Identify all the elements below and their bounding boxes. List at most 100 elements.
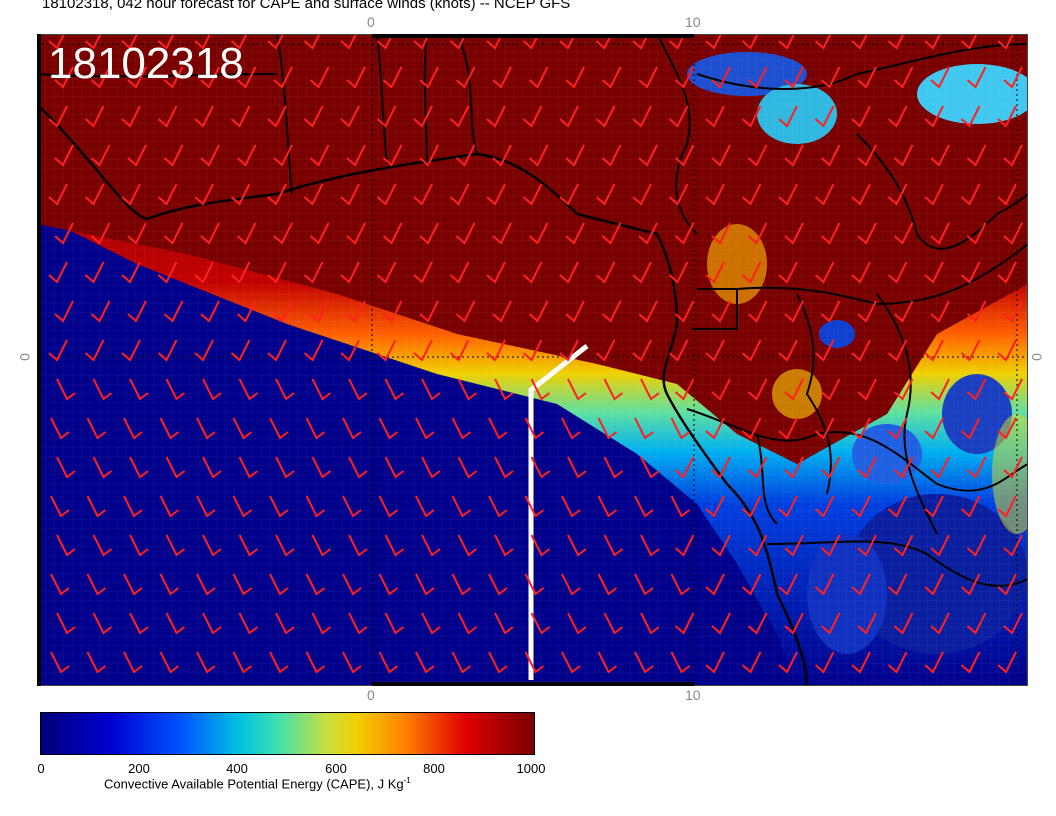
wind-barb bbox=[269, 573, 289, 596]
wind-barb bbox=[275, 456, 295, 479]
wind-barb bbox=[86, 417, 107, 440]
wind-barb bbox=[165, 534, 186, 557]
wind-barb bbox=[784, 144, 804, 167]
wind-barb bbox=[960, 339, 981, 362]
wind-barb bbox=[814, 339, 835, 362]
wind-barb bbox=[232, 573, 253, 596]
wind-barb bbox=[601, 66, 622, 89]
wind-barb bbox=[163, 300, 184, 323]
wind-barb bbox=[54, 144, 74, 167]
wind-barb bbox=[157, 339, 178, 362]
wind-barb bbox=[273, 300, 293, 323]
wind-barb bbox=[711, 66, 731, 89]
wind-barb bbox=[1003, 300, 1023, 323]
wind-barb bbox=[348, 612, 368, 635]
wind-barb bbox=[705, 183, 725, 206]
wind-barb bbox=[273, 66, 293, 89]
wind-barb bbox=[603, 534, 624, 557]
wind-barb bbox=[634, 573, 654, 596]
wind-barb bbox=[966, 66, 987, 89]
wind-barb bbox=[741, 573, 762, 596]
wind-barb bbox=[232, 651, 253, 674]
wind-barb bbox=[415, 651, 435, 674]
wind-barb bbox=[820, 378, 841, 401]
wind-barb bbox=[84, 261, 105, 284]
wind-barb bbox=[56, 534, 76, 557]
wind-barb bbox=[567, 456, 587, 479]
wind-barb bbox=[960, 261, 981, 284]
wind-barb bbox=[378, 651, 399, 674]
left-tick-0: 0 bbox=[16, 353, 33, 361]
wind-barb bbox=[747, 378, 768, 401]
wind-barb bbox=[747, 222, 768, 245]
wind-barb bbox=[674, 378, 695, 401]
wind-barb bbox=[236, 300, 257, 323]
wind-barb bbox=[930, 300, 950, 323]
wind-barb bbox=[163, 66, 184, 89]
bottom-tick-0: 0 bbox=[367, 687, 375, 703]
wind-barb bbox=[565, 66, 585, 89]
wind-barb bbox=[924, 105, 944, 128]
wind-barb bbox=[814, 417, 835, 440]
wind-barb bbox=[634, 495, 654, 518]
wind-barb bbox=[92, 612, 113, 635]
wind-barb bbox=[668, 339, 689, 362]
wind-barb bbox=[419, 66, 439, 89]
wind-barb bbox=[674, 222, 695, 245]
wind-barb bbox=[567, 378, 587, 401]
wind-barb bbox=[451, 651, 472, 674]
wind-barb bbox=[1003, 378, 1023, 401]
wind-barb bbox=[342, 651, 362, 674]
wind-barb bbox=[121, 339, 141, 362]
wind-barb bbox=[159, 495, 180, 518]
wind-barb bbox=[275, 534, 295, 557]
wind-barb bbox=[601, 222, 622, 245]
wind-barb bbox=[311, 612, 332, 635]
wind-barb bbox=[238, 378, 259, 401]
top-tick-0: 0 bbox=[367, 14, 375, 30]
wind-barb bbox=[457, 612, 478, 635]
wind-barb bbox=[638, 144, 658, 167]
wind-barb bbox=[90, 66, 111, 89]
wind-barb bbox=[238, 612, 259, 635]
wind-barb bbox=[887, 417, 908, 440]
wind-barb bbox=[893, 456, 914, 479]
wind-barb bbox=[524, 417, 545, 440]
wind-barb bbox=[893, 612, 914, 635]
wind-barb bbox=[90, 300, 111, 323]
wind-barb bbox=[492, 144, 512, 167]
country-borders bbox=[37, 34, 1028, 587]
wind-barb bbox=[924, 651, 944, 674]
wind-barb bbox=[382, 144, 403, 167]
wind-barb bbox=[346, 300, 366, 323]
wind-barb bbox=[238, 534, 259, 557]
wind-barb bbox=[159, 573, 180, 596]
wind-barb bbox=[238, 456, 259, 479]
wind-barb bbox=[924, 573, 944, 596]
right-tick-0: 0 bbox=[1028, 353, 1045, 361]
wind-barb bbox=[857, 222, 877, 245]
wind-barb bbox=[887, 573, 908, 596]
wind-barb bbox=[741, 651, 762, 674]
wind-barb bbox=[200, 66, 220, 89]
wind-barb bbox=[674, 300, 695, 323]
cape-map bbox=[37, 34, 1028, 686]
wind-barb bbox=[705, 417, 725, 440]
wind-barb bbox=[494, 378, 514, 401]
wind-barb bbox=[530, 612, 551, 635]
wind-barb bbox=[50, 495, 70, 518]
wind-barb bbox=[48, 105, 68, 128]
wind-barb bbox=[348, 534, 368, 557]
wind-barb bbox=[997, 339, 1017, 362]
wind-barb bbox=[778, 417, 798, 440]
wind-barb bbox=[640, 378, 660, 401]
wind-barb bbox=[814, 183, 835, 206]
wind-barb bbox=[269, 417, 289, 440]
wind-barb bbox=[48, 261, 68, 284]
wind-barb bbox=[930, 66, 950, 89]
wind-barb bbox=[449, 339, 470, 362]
wind-barb bbox=[711, 222, 731, 245]
wind-barb bbox=[857, 456, 877, 479]
wind-barb bbox=[851, 651, 871, 674]
wind-barb bbox=[275, 378, 295, 401]
